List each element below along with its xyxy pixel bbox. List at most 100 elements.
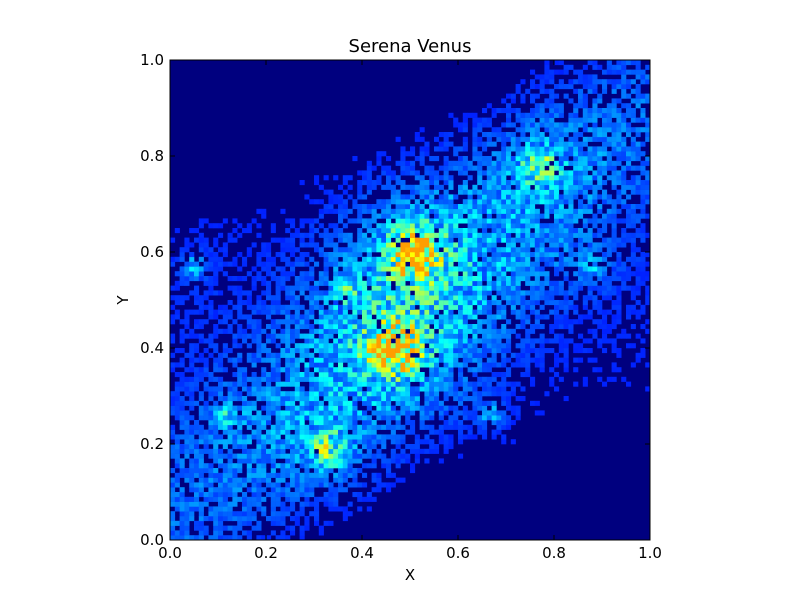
heatmap-cell xyxy=(270,405,276,411)
heatmap-cell xyxy=(419,213,425,219)
heatmap-cell xyxy=(539,175,545,181)
heatmap-cell xyxy=(621,93,627,99)
heatmap-cell xyxy=(261,276,267,282)
heatmap-cell xyxy=(606,252,612,258)
heatmap-cell xyxy=(386,184,392,190)
heatmap-cell xyxy=(486,256,492,262)
heatmap-cell xyxy=(314,338,320,344)
heatmap-cell xyxy=(472,141,478,147)
heatmap-cell xyxy=(198,309,204,315)
heatmap-cell xyxy=(242,511,248,517)
heatmap-cell xyxy=(376,472,382,478)
heatmap-cell xyxy=(357,386,363,392)
heatmap-cell xyxy=(587,242,593,248)
heatmap-cell xyxy=(486,180,492,186)
heatmap-cell xyxy=(376,338,382,344)
heatmap-cell xyxy=(611,343,617,349)
heatmap-cell xyxy=(592,127,598,133)
heatmap-cell xyxy=(395,290,401,296)
heatmap-cell xyxy=(467,324,473,330)
heatmap-cell xyxy=(520,213,526,219)
heatmap-cell xyxy=(510,132,516,138)
heatmap-cell xyxy=(482,122,488,128)
heatmap-cell xyxy=(510,285,516,291)
heatmap-cell xyxy=(251,472,257,478)
heatmap-cell xyxy=(256,496,262,502)
heatmap-cell xyxy=(174,472,180,478)
heatmap-cell xyxy=(414,280,420,286)
heatmap-cell xyxy=(539,108,545,114)
heatmap-cell xyxy=(357,232,363,238)
heatmap-cell xyxy=(246,439,252,445)
heatmap-cell xyxy=(280,530,286,536)
heatmap-cell xyxy=(611,285,617,291)
heatmap-cell xyxy=(309,199,315,205)
heatmap-cell xyxy=(534,218,540,224)
heatmap-cell xyxy=(342,304,348,310)
heatmap-cell xyxy=(534,309,540,315)
heatmap-cell xyxy=(342,314,348,320)
heatmap-cell xyxy=(525,189,531,195)
heatmap-cell xyxy=(645,127,651,133)
heatmap-cell xyxy=(467,208,473,214)
heatmap-cell xyxy=(189,328,195,334)
heatmap-cell xyxy=(314,444,320,450)
heatmap-cell xyxy=(347,208,353,214)
heatmap-cell xyxy=(626,194,632,200)
heatmap-cell xyxy=(554,309,560,315)
heatmap-cell xyxy=(592,213,598,219)
heatmap-cell xyxy=(506,400,512,406)
heatmap-cell xyxy=(362,333,368,339)
heatmap-cell xyxy=(424,424,430,430)
heatmap-cell xyxy=(458,324,464,330)
heatmap-cell xyxy=(462,396,468,402)
heatmap-cell xyxy=(621,266,627,272)
heatmap-cell xyxy=(438,165,444,171)
heatmap-cell xyxy=(405,324,411,330)
heatmap-cell xyxy=(597,170,603,176)
heatmap-cell xyxy=(539,314,545,320)
heatmap-cell xyxy=(381,213,387,219)
heatmap-cell xyxy=(395,463,401,469)
heatmap-cell xyxy=(424,381,430,387)
heatmap-cell xyxy=(482,295,488,301)
heatmap-cell xyxy=(558,348,564,354)
heatmap-cell xyxy=(270,261,276,267)
heatmap-cell xyxy=(256,424,262,430)
heatmap-cell xyxy=(381,170,387,176)
heatmap-cell xyxy=(515,285,521,291)
heatmap-cell xyxy=(587,175,593,181)
heatmap-cell xyxy=(304,496,310,502)
heatmap-cell xyxy=(280,472,286,478)
heatmap-cell xyxy=(342,506,348,512)
heatmap-cell xyxy=(309,386,315,392)
heatmap-cell xyxy=(333,175,339,181)
heatmap-cell xyxy=(429,415,435,421)
heatmap-cell xyxy=(347,376,353,382)
heatmap-cell xyxy=(309,487,315,493)
heatmap-cell xyxy=(621,74,627,80)
heatmap-cell xyxy=(328,410,334,416)
heatmap-cell xyxy=(270,482,276,488)
heatmap-cell xyxy=(352,324,358,330)
heatmap-cell xyxy=(198,501,204,507)
heatmap-cell xyxy=(227,511,233,517)
heatmap-cell xyxy=(395,410,401,416)
heatmap-cell xyxy=(376,271,382,277)
heatmap-cell xyxy=(592,79,598,85)
heatmap-cell xyxy=(395,194,401,200)
heatmap-cell xyxy=(208,352,214,358)
heatmap-cell xyxy=(256,376,262,382)
heatmap-cell xyxy=(179,511,185,517)
heatmap-cell xyxy=(318,352,324,358)
heatmap-cell xyxy=(323,208,329,214)
heatmap-cell xyxy=(506,319,512,325)
heatmap-cell xyxy=(405,420,411,426)
heatmap-cell xyxy=(429,228,435,234)
heatmap-cell xyxy=(366,492,372,498)
heatmap-cell xyxy=(544,213,550,219)
heatmap-cell xyxy=(486,242,492,248)
heatmap-cell xyxy=(237,300,243,306)
heatmap-cell xyxy=(342,199,348,205)
heatmap-cell xyxy=(501,333,507,339)
